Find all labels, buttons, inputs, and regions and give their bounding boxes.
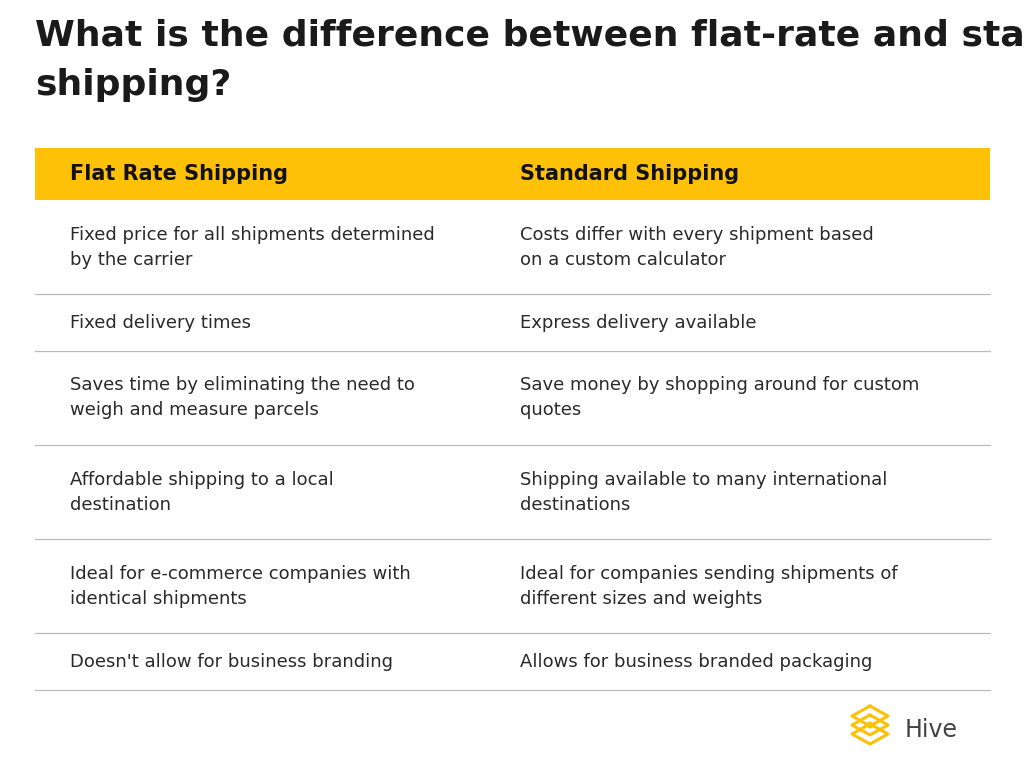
Text: Flat Rate Shipping: Flat Rate Shipping: [70, 164, 288, 184]
Bar: [35, 148, 990, 200]
Text: Ideal for companies sending shipments of
different sizes and weights: Ideal for companies sending shipments of…: [520, 564, 898, 607]
Text: Saves time by eliminating the need to
weigh and measure parcels: Saves time by eliminating the need to we…: [70, 376, 415, 419]
Text: Ideal for e-commerce companies with
identical shipments: Ideal for e-commerce companies with iden…: [70, 564, 411, 607]
Text: Save money by shopping around for custom
quotes: Save money by shopping around for custom…: [520, 376, 920, 419]
Text: Doesn't allow for business branding: Doesn't allow for business branding: [70, 653, 393, 670]
Text: Fixed price for all shipments determined
by the carrier: Fixed price for all shipments determined…: [70, 226, 435, 269]
Text: Hive: Hive: [905, 718, 958, 742]
Text: What is the difference between flat-rate and standard
shipping?: What is the difference between flat-rate…: [35, 18, 1024, 102]
Polygon shape: [865, 722, 874, 728]
Text: Affordable shipping to a local
destination: Affordable shipping to a local destinati…: [70, 471, 334, 514]
Text: Standard Shipping: Standard Shipping: [520, 164, 739, 184]
Text: Fixed delivery times: Fixed delivery times: [70, 313, 251, 332]
Text: Shipping available to many international
destinations: Shipping available to many international…: [520, 471, 888, 514]
Text: Express delivery available: Express delivery available: [520, 313, 757, 332]
Text: Costs differ with every shipment based
on a custom calculator: Costs differ with every shipment based o…: [520, 226, 873, 269]
Text: Allows for business branded packaging: Allows for business branded packaging: [520, 653, 872, 670]
